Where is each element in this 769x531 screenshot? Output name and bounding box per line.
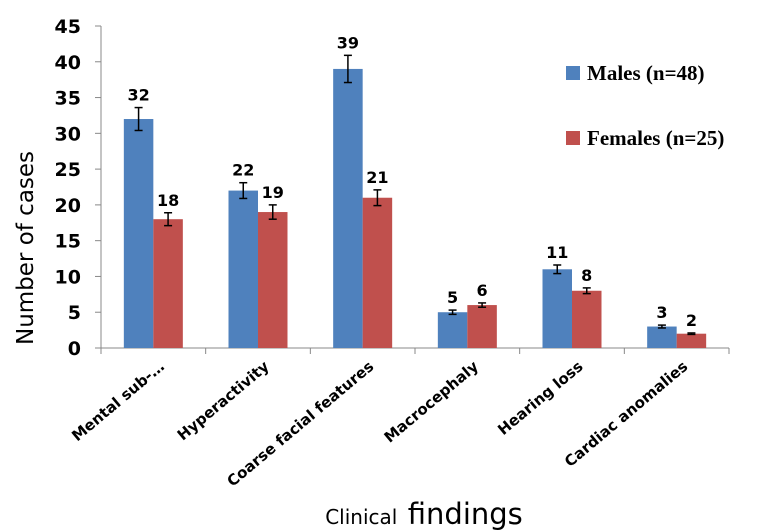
bar bbox=[123, 119, 154, 349]
category-label: Hearing loss bbox=[494, 357, 586, 439]
bar bbox=[228, 190, 258, 348]
data-label: 8 bbox=[581, 266, 592, 285]
bar bbox=[153, 219, 183, 348]
legend-swatch bbox=[566, 66, 580, 80]
data-label: 2 bbox=[686, 311, 697, 330]
bar bbox=[258, 212, 288, 348]
y-tick-label: 20 bbox=[55, 195, 81, 217]
y-tick-label: 10 bbox=[55, 266, 81, 288]
bar bbox=[362, 197, 393, 348]
data-label: 39 bbox=[337, 33, 359, 52]
bars: 32 18 22 19 39 21 5 6 11 8 3 2 bbox=[123, 33, 707, 349]
y-tick-label: 40 bbox=[55, 52, 81, 74]
data-label: 19 bbox=[262, 183, 284, 202]
category-label: Macrocephaly bbox=[381, 357, 482, 446]
bar bbox=[647, 326, 677, 348]
x-axis-label: Clinical findings bbox=[325, 497, 523, 531]
y-tick-label: 25 bbox=[55, 159, 81, 181]
data-label: 22 bbox=[232, 161, 254, 180]
data-label: 21 bbox=[366, 168, 388, 187]
y-tick-label: 0 bbox=[68, 338, 81, 360]
y-tick-label: 35 bbox=[55, 88, 81, 110]
x-axis-label-part1: Clinical bbox=[325, 505, 397, 529]
data-label: 5 bbox=[447, 288, 458, 307]
bar bbox=[333, 68, 363, 348]
data-label: 32 bbox=[127, 86, 149, 105]
legend-swatch bbox=[566, 131, 580, 145]
bar bbox=[542, 269, 572, 348]
data-label: 11 bbox=[546, 243, 568, 262]
axes bbox=[100, 26, 730, 354]
y-tick-label: 5 bbox=[68, 302, 81, 324]
legend-label: Females (n=25) bbox=[587, 126, 724, 150]
bar bbox=[676, 333, 707, 348]
y-axis-label: Number of cases bbox=[13, 151, 39, 345]
y-tick-label: 45 bbox=[55, 16, 81, 38]
category-label: Hyperactivity bbox=[174, 357, 273, 444]
category-label: Mental sub-… bbox=[68, 357, 168, 445]
data-label: 3 bbox=[656, 303, 667, 322]
x-axis-label-part2: findings bbox=[408, 497, 523, 531]
y-tick-label: 15 bbox=[55, 231, 81, 253]
legend: Males (n=48) Females (n=25) bbox=[566, 61, 724, 150]
bar bbox=[467, 305, 497, 348]
y-tick-label: 30 bbox=[55, 123, 81, 145]
bar bbox=[437, 312, 468, 348]
data-label: 6 bbox=[477, 281, 488, 300]
bar bbox=[572, 290, 602, 348]
data-label: 18 bbox=[157, 191, 179, 210]
y-axis-ticks: 0 5 10 15 20 25 30 35 40 45 bbox=[55, 16, 101, 360]
legend-label: Males (n=48) bbox=[587, 61, 705, 85]
